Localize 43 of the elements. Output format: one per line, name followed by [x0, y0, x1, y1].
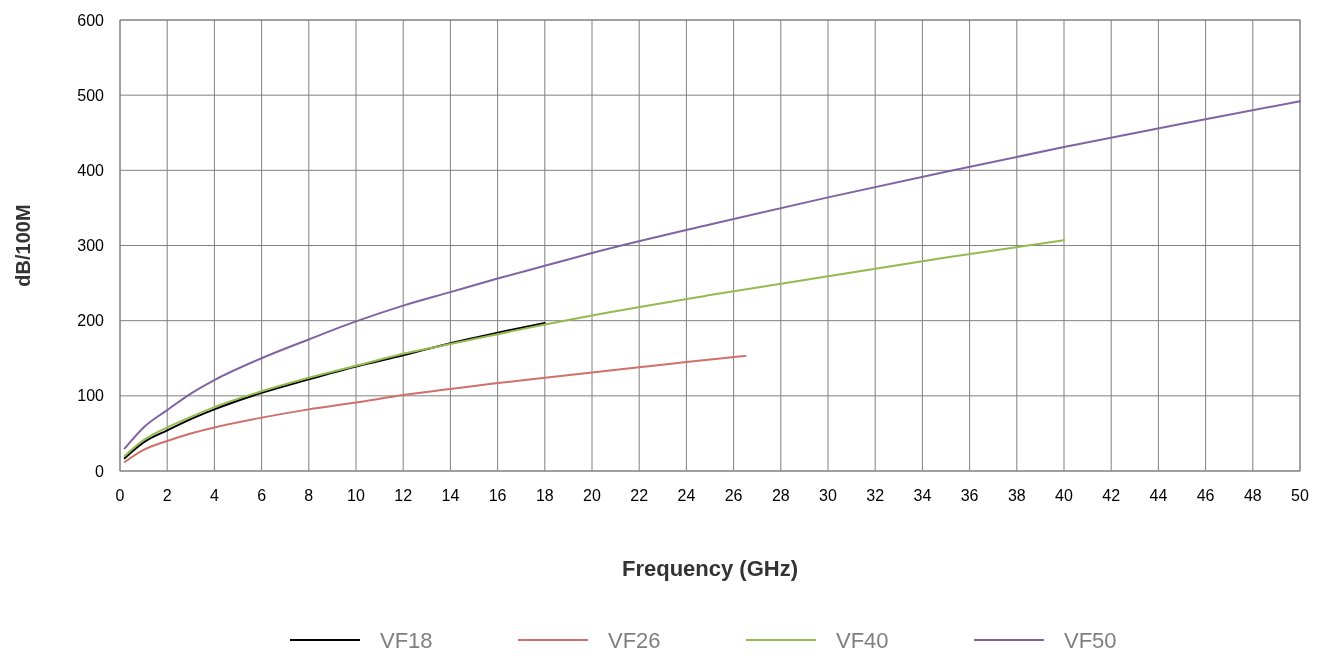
- x-axis-title: Frequency (GHz): [621, 556, 799, 581]
- legend-label: VF40: [836, 627, 889, 653]
- x-tick-label: 20: [583, 487, 601, 504]
- y-axis-title: dB/100M: [12, 204, 34, 287]
- x-tick-label: 42: [1102, 487, 1121, 504]
- x-tick-label: 26: [724, 487, 743, 504]
- legend-label: VF26: [608, 627, 661, 653]
- y-tick-label: 600: [77, 11, 105, 29]
- x-tick-label: 12: [394, 487, 413, 504]
- y-tick-label: 500: [77, 86, 105, 104]
- line-series: [123, 239, 1065, 457]
- line-series: [123, 321, 546, 460]
- y-tick-label: 400: [77, 161, 105, 179]
- x-tick-label: 40: [1055, 487, 1073, 504]
- x-tick-label: 34: [913, 487, 932, 504]
- x-tick-label: 0: [115, 487, 125, 504]
- x-tick-label: 4: [209, 487, 219, 504]
- legend-label: VF18: [380, 627, 433, 653]
- x-tick-label: 50: [1291, 487, 1309, 504]
- x-tick-label: 10: [347, 487, 365, 504]
- x-tick-label: 30: [819, 487, 837, 504]
- x-tick-label: 8: [304, 487, 314, 504]
- x-tick-label: 6: [257, 487, 267, 504]
- legend-label: VF50: [1064, 627, 1117, 653]
- x-tick-label: 16: [488, 487, 507, 504]
- y-tick-label: 0: [95, 462, 105, 480]
- x-tick-label: 18: [535, 487, 554, 504]
- x-tick-label: 44: [1149, 487, 1168, 504]
- x-tick-label: 48: [1243, 487, 1262, 504]
- line-series: [123, 100, 1301, 450]
- x-tick-label: 2: [162, 487, 172, 504]
- x-tick-label: 36: [960, 487, 979, 504]
- x-tick-label: 38: [1007, 487, 1026, 504]
- x-tick-label: 28: [771, 487, 790, 504]
- x-tick-label: 22: [630, 487, 649, 504]
- x-tick-label: 24: [677, 487, 696, 504]
- x-tick-label: 46: [1196, 487, 1215, 504]
- x-tick-label: 14: [441, 487, 460, 504]
- x-tick-label: 32: [866, 487, 885, 504]
- line-series: [123, 355, 747, 463]
- y-tick-label: 300: [77, 237, 105, 255]
- y-tick-label: 200: [77, 312, 105, 330]
- y-tick-label: 100: [77, 387, 105, 405]
